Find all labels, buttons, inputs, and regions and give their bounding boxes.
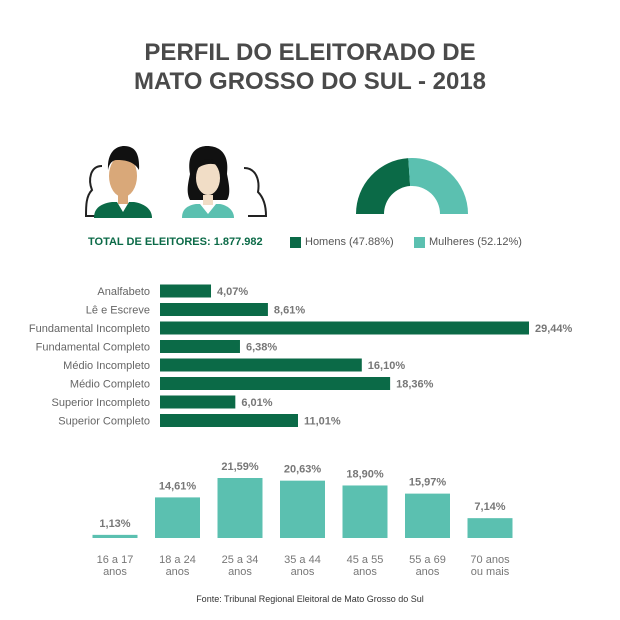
edu-category-label: Superior Completo — [58, 416, 150, 428]
age-bar — [405, 493, 450, 538]
edu-value-label: 11,01% — [304, 416, 341, 428]
age-category-label: 16 a 17 — [97, 554, 134, 566]
age-category-label: 35 a 44 — [284, 554, 321, 566]
edu-bar — [160, 340, 240, 353]
legend-swatch-women — [414, 236, 425, 248]
age-category-label: anos — [103, 566, 127, 578]
edu-value-label: 6,01% — [241, 397, 272, 409]
age-value-label: 21,59% — [221, 461, 259, 473]
edu-value-label: 8,61% — [274, 305, 305, 317]
edu-value-label: 29,44% — [535, 323, 573, 335]
edu-category-label: Fundamental Incompleto — [29, 323, 150, 335]
age-category-label: 25 a 34 — [222, 554, 259, 566]
female-voter-icon — [182, 146, 268, 218]
edu-bar — [160, 284, 212, 298]
edu-bar — [160, 303, 268, 316]
edu-category-label: Médio Incompleto — [63, 360, 150, 372]
age-bar — [280, 480, 325, 538]
legend-swatch-men — [290, 236, 301, 248]
legend-label-women: Mulheres (52.12%) — [429, 236, 522, 248]
donut-slice-1 — [408, 158, 468, 214]
voters-illustration — [84, 146, 268, 218]
edu-category-label: Médio Completo — [70, 379, 150, 391]
edu-bar — [160, 395, 236, 409]
age-bar — [92, 534, 138, 538]
age-category-label: anos — [166, 566, 190, 578]
age-category-label: 45 a 55 — [347, 554, 384, 566]
age-bar — [155, 497, 200, 538]
male-voter-icon — [84, 146, 152, 218]
age-category-label: anos — [353, 566, 377, 578]
age-bar — [217, 478, 263, 538]
age-category-label: anos — [228, 566, 252, 578]
title-line-1: PERFIL DO ELEITORADO DE — [144, 39, 476, 66]
age-value-label: 7,14% — [474, 501, 505, 513]
legend-women: Mulheres (52.12%) — [414, 236, 522, 248]
age-value-label: 15,97% — [409, 477, 447, 489]
legend-label-men: Homens (47.88%) — [305, 236, 394, 248]
age-category-label: ou mais — [471, 566, 510, 578]
edu-category-label: Analfabeto — [97, 286, 150, 298]
total-voters: TOTAL DE ELEITORES: 1.877.982 — [88, 236, 263, 248]
age-category-label: 18 a 24 — [159, 554, 196, 566]
age-bar — [342, 485, 388, 538]
gender-donut-chart — [356, 158, 468, 214]
age-bar — [467, 518, 513, 538]
donut-slice-0 — [356, 158, 411, 214]
source-note: Fonte: Tribunal Regional Eleitoral de Ma… — [196, 594, 424, 604]
chart-title: PERFIL DO ELEITORADO DE MATO GROSSO DO S… — [0, 38, 620, 96]
edu-bar — [160, 321, 529, 335]
age-category-label: anos — [291, 566, 315, 578]
age-value-label: 14,61% — [159, 480, 197, 492]
edu-bar — [160, 414, 298, 427]
edu-value-label: 4,07% — [217, 286, 248, 298]
title-line-2: MATO GROSSO DO SUL - 2018 — [133, 68, 487, 95]
age-category-label: anos — [416, 566, 440, 578]
age-category-label: 70 anos — [470, 554, 510, 566]
legend-men: Homens (47.88%) — [290, 236, 394, 248]
age-value-label: 1,13% — [99, 518, 130, 530]
age-category-label: 55 a 69 — [409, 554, 446, 566]
edu-category-label: Fundamental Completo — [36, 342, 150, 354]
edu-value-label: 16,10% — [368, 360, 406, 372]
edu-value-label: 18,36% — [396, 379, 434, 391]
edu-value-label: 6,38% — [246, 342, 277, 354]
edu-bar — [160, 358, 362, 372]
edu-bar — [160, 377, 391, 390]
edu-category-label: Lê e Escreve — [86, 305, 150, 317]
edu-category-label: Superior Incompleto — [52, 397, 150, 409]
age-value-label: 18,90% — [346, 468, 384, 480]
age-value-label: 20,63% — [284, 464, 322, 476]
education-bar-chart: Analfabeto 4,07% Lê e Escreve 8,61% Fundamen… — [29, 284, 573, 428]
